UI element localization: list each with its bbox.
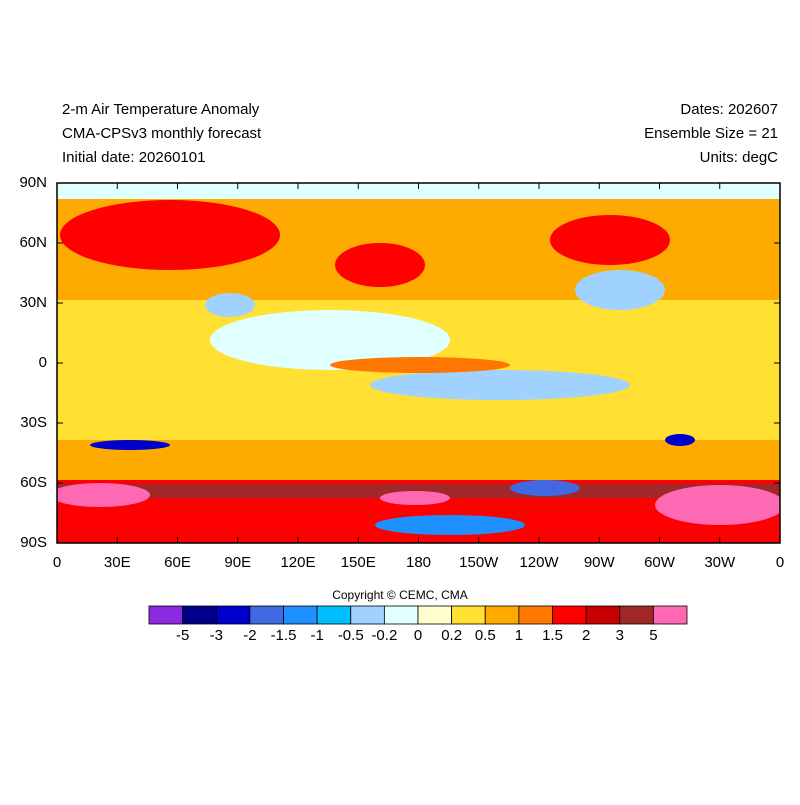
lat-label: 90N bbox=[19, 174, 47, 191]
colorbar-label: -1 bbox=[310, 627, 323, 644]
colorbar-box bbox=[652, 605, 688, 625]
lat-label: 0 bbox=[39, 354, 47, 371]
colorbar-label: -0.2 bbox=[371, 627, 397, 644]
lon-label: 150W bbox=[459, 554, 499, 571]
lon-label: 120W bbox=[519, 554, 559, 571]
colorbar-box bbox=[484, 605, 520, 625]
map-field bbox=[57, 183, 780, 543]
colorbar-label: 5 bbox=[649, 627, 657, 644]
lat-label: 30N bbox=[19, 294, 47, 311]
lon-label: 90W bbox=[584, 554, 616, 571]
lat-label: 60N bbox=[19, 234, 47, 251]
colorbar-box bbox=[552, 605, 587, 625]
lon-label: 60W bbox=[644, 554, 676, 571]
colorbar-label: 3 bbox=[616, 627, 624, 644]
copyright: Copyright © CEMC, CMA bbox=[332, 588, 468, 602]
colorbar-box bbox=[182, 605, 217, 625]
subtitle: CMA-CPSv3 monthly forecast bbox=[62, 125, 262, 142]
lon-label: 120E bbox=[280, 554, 315, 571]
colorbar-label: 1.5 bbox=[542, 627, 563, 644]
lat-label: 90S bbox=[20, 534, 47, 551]
lat-label: 60S bbox=[20, 474, 47, 491]
ensemble-size: Ensemble Size = 21 bbox=[644, 125, 778, 142]
colorbar-box bbox=[619, 605, 654, 625]
lon-label: 150E bbox=[341, 554, 376, 571]
lon-label: 0 bbox=[776, 554, 784, 571]
colorbar-label: 0 bbox=[414, 627, 422, 644]
dates: Dates: 202607 bbox=[680, 101, 778, 118]
lon-label: 30E bbox=[104, 554, 131, 571]
colorbar-box bbox=[585, 605, 621, 625]
colorbar-label: -0.5 bbox=[338, 627, 364, 644]
colorbar-label: 0.2 bbox=[441, 627, 462, 644]
title: 2-m Air Temperature Anomaly bbox=[62, 101, 260, 118]
colorbar-label: 1 bbox=[515, 627, 523, 644]
lon-label: 60E bbox=[164, 554, 191, 571]
colorbar-box bbox=[249, 605, 284, 625]
units: Units: degC bbox=[700, 149, 779, 166]
colorbar-label: 0.5 bbox=[475, 627, 496, 644]
lon-label: 180 bbox=[406, 554, 431, 571]
colorbar-box bbox=[451, 605, 486, 625]
colorbar-box bbox=[316, 605, 352, 625]
lat-label: 30S bbox=[20, 414, 47, 431]
colorbar-box bbox=[148, 605, 184, 625]
colorbar-label: -5 bbox=[176, 627, 189, 644]
colorbar-box bbox=[283, 605, 318, 625]
lon-label: 30W bbox=[704, 554, 736, 571]
initial-date: Initial date: 20260101 bbox=[62, 149, 205, 166]
lon-label: 0 bbox=[53, 554, 61, 571]
colorbar-label: -3 bbox=[210, 627, 223, 644]
colorbar-label: -2 bbox=[243, 627, 256, 644]
colorbar-box bbox=[215, 605, 251, 625]
colorbar-box bbox=[383, 605, 419, 625]
colorbar-label: 2 bbox=[582, 627, 590, 644]
colorbar-label: -1.5 bbox=[271, 627, 297, 644]
lon-label: 90E bbox=[224, 554, 251, 571]
colorbar-box bbox=[518, 605, 553, 625]
colorbar-box bbox=[417, 605, 453, 625]
colorbar-box bbox=[350, 605, 385, 625]
